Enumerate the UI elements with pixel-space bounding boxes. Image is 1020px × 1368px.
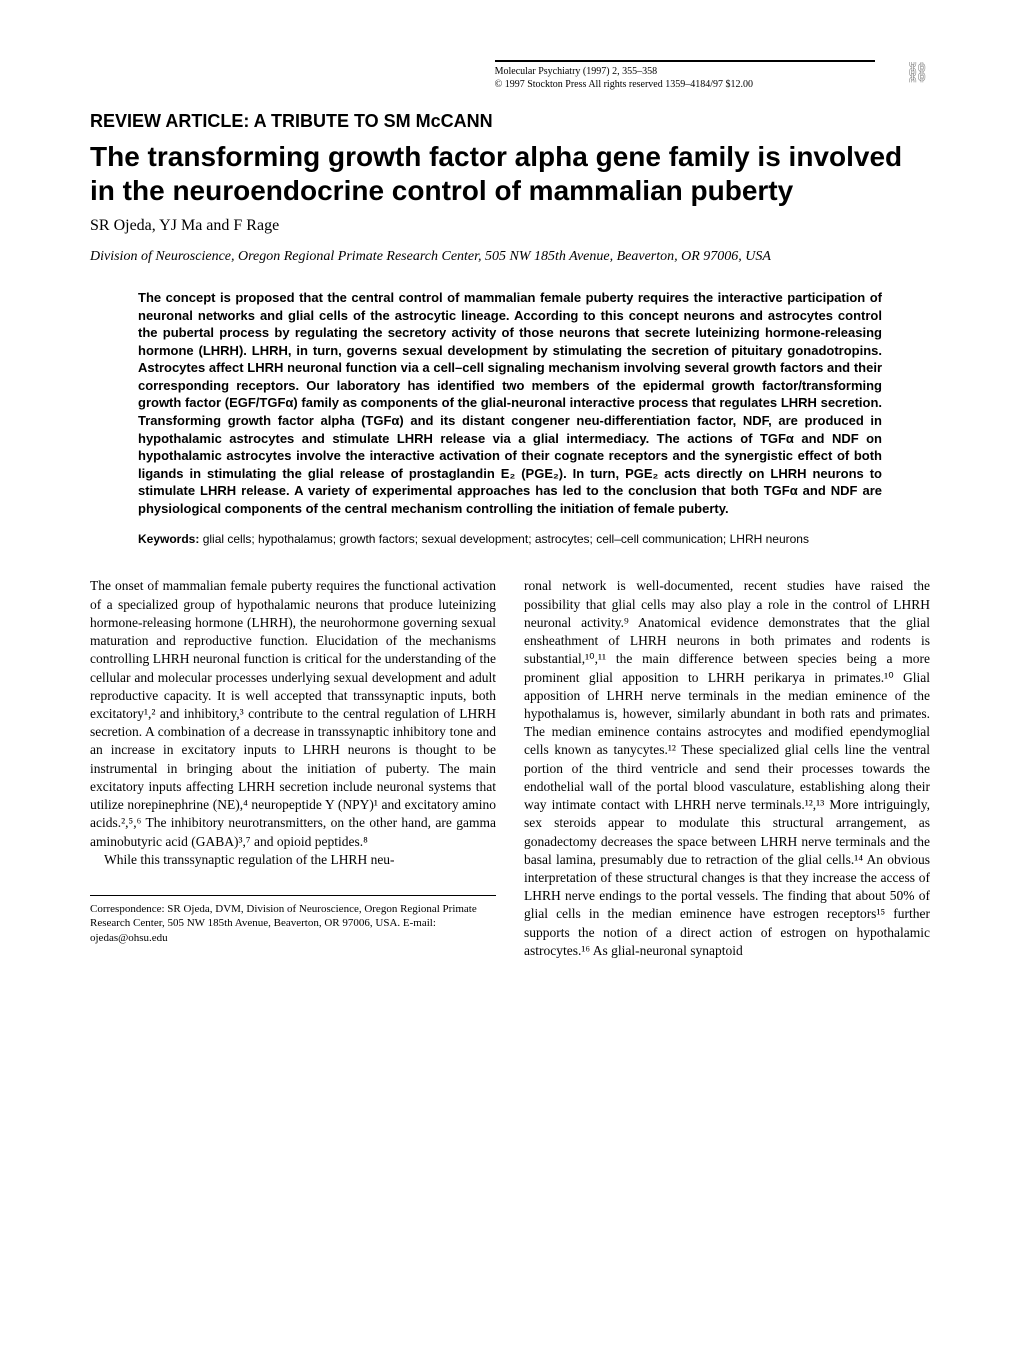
correspondence-footer: Correspondence: SR Ojeda, DVM, Division … (90, 895, 496, 945)
keywords-label: Keywords: (138, 532, 199, 546)
abstract: The concept is proposed that the central… (138, 289, 882, 517)
right-column: ronal network is well-documented, recent… (524, 577, 930, 960)
page-header: Molecular Psychiatry (1997) 2, 355–358 ©… (90, 60, 930, 91)
body-paragraph: ronal network is well-documented, recent… (524, 577, 930, 960)
article-title: The transforming growth factor alpha gen… (90, 140, 930, 207)
keywords-block: Keywords: glial cells; hypothalamus; gro… (138, 531, 882, 547)
copyright-line: © 1997 Stockton Press All rights reserve… (495, 78, 875, 91)
journal-info: Molecular Psychiatry (1997) 2, 355–358 ©… (495, 60, 875, 91)
author-list: SR Ojeda, YJ Ma and F Rage (90, 217, 930, 235)
left-column: The onset of mammalian female puberty re… (90, 577, 496, 960)
affiliation: Division of Neuroscience, Oregon Regiona… (90, 249, 930, 265)
body-text: The onset of mammalian female puberty re… (90, 577, 930, 960)
body-paragraph: While this transsynaptic regulation of t… (90, 851, 496, 869)
section-label: REVIEW ARTICLE: A TRIBUTE TO SM McCANN (90, 111, 930, 132)
publisher-logo-icon: ⛓ (905, 60, 930, 85)
body-paragraph: The onset of mammalian female puberty re… (90, 577, 496, 850)
keywords-text: glial cells; hypothalamus; growth factor… (199, 532, 809, 546)
journal-name: Molecular Psychiatry (1997) 2, 355–358 (495, 65, 875, 78)
